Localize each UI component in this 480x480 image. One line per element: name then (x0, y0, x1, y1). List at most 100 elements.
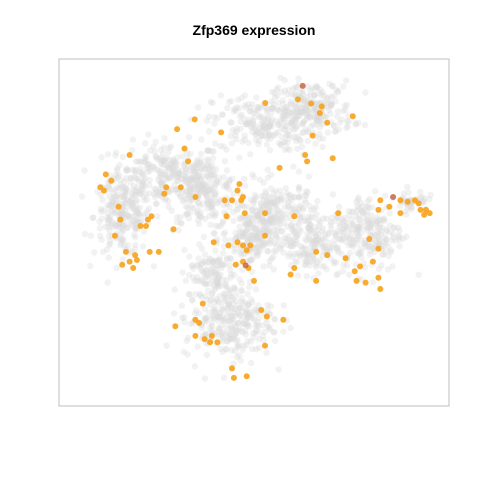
expression-point (231, 375, 237, 381)
background-cell-point (299, 144, 305, 150)
background-cell-point (235, 206, 241, 212)
background-cell-point (224, 255, 230, 261)
expression-point (192, 116, 198, 122)
background-cell-point (264, 141, 270, 147)
expression-point (247, 242, 253, 248)
chart-title: Zfp369 expression (193, 22, 316, 38)
background-cell-point (157, 157, 163, 163)
expression-point (119, 262, 125, 268)
background-cell-point (292, 127, 298, 133)
expression-point (310, 133, 316, 139)
background-cell-point (147, 177, 153, 183)
background-cell-point (181, 247, 187, 253)
background-cell-point (198, 157, 204, 163)
background-cell-point (265, 167, 271, 173)
expression-point (225, 242, 231, 248)
background-cell-point (253, 286, 259, 292)
background-cell-point (203, 192, 209, 198)
expression-point (161, 191, 167, 197)
expression-point (405, 199, 411, 205)
background-cell-point (245, 140, 251, 146)
background-cell-point (288, 101, 294, 107)
background-cell-point (264, 308, 270, 314)
background-cell-point (416, 272, 422, 278)
background-cell-point (186, 291, 192, 297)
background-cell-point (264, 198, 270, 204)
background-cell-point (187, 321, 193, 327)
background-cell-point (297, 215, 303, 221)
background-cell-point (214, 296, 220, 302)
background-cell-point (124, 165, 130, 171)
background-cell-point (256, 345, 262, 351)
background-cell-point (221, 174, 227, 180)
background-cell-point (267, 229, 273, 235)
background-cell-point (172, 286, 178, 292)
background-cell-point (239, 138, 245, 144)
expression-point (127, 259, 133, 265)
background-cell-point (300, 98, 306, 104)
background-cell-point (275, 366, 281, 372)
expression-point (304, 158, 310, 164)
background-cell-point (204, 147, 210, 153)
expression-point (171, 226, 177, 232)
background-cell-point (275, 207, 281, 213)
background-cell-point (153, 200, 159, 206)
background-cell-point (82, 231, 88, 237)
background-cell-point (132, 234, 138, 240)
background-cell-point (249, 171, 255, 177)
background-cell-point (314, 84, 320, 90)
high-expression-point (390, 194, 396, 200)
background-cell-point (336, 204, 342, 210)
background-cell-point (340, 262, 346, 268)
background-cell-point (180, 269, 186, 275)
background-cell-point (404, 184, 410, 190)
background-cell-point (307, 244, 313, 250)
expression-point (233, 262, 239, 268)
expression-point (222, 197, 228, 203)
background-cell-point (382, 234, 388, 240)
background-cell-point (278, 134, 284, 140)
background-cell-point (388, 247, 394, 253)
background-cell-point (222, 261, 228, 267)
expression-point (163, 184, 169, 190)
expression-point (264, 314, 270, 320)
background-cell-point (380, 251, 386, 257)
background-cell-point (347, 236, 353, 242)
background-cell-point (141, 228, 147, 234)
background-cell-point (255, 104, 261, 110)
background-cell-point (308, 207, 314, 213)
background-cell-point (313, 261, 319, 267)
background-cell-point (342, 107, 348, 113)
background-cell-point (237, 215, 243, 221)
background-cell-point (328, 219, 334, 225)
background-cell-point (113, 172, 119, 178)
background-cell-point (107, 202, 113, 208)
background-cell-point (207, 297, 213, 303)
expression-point (182, 146, 188, 152)
background-cell-point (186, 134, 192, 140)
background-cell-point (302, 197, 308, 203)
background-cell-point (260, 263, 266, 269)
expression-point (117, 217, 123, 223)
expression-point (330, 155, 336, 161)
background-cell-point (177, 214, 183, 220)
background-cell-point (220, 220, 226, 226)
background-cell-point (179, 302, 185, 308)
background-cell-point (192, 310, 198, 316)
expression-point (262, 100, 268, 106)
expression-point (244, 373, 250, 379)
background-cell-point (234, 337, 240, 343)
background-cell-point (144, 208, 150, 214)
background-cell-point (349, 222, 355, 228)
background-cell-point (206, 176, 212, 182)
background-cell-point (228, 335, 234, 341)
background-cell-point (273, 248, 279, 254)
background-cell-point (154, 213, 160, 219)
background-cell-point (384, 228, 390, 234)
background-cell-point (284, 211, 290, 217)
background-cell-point (282, 77, 288, 83)
background-cell-point (145, 169, 151, 175)
background-cell-point (303, 111, 309, 117)
background-cell-point (282, 147, 288, 153)
background-cell-point (208, 265, 214, 271)
